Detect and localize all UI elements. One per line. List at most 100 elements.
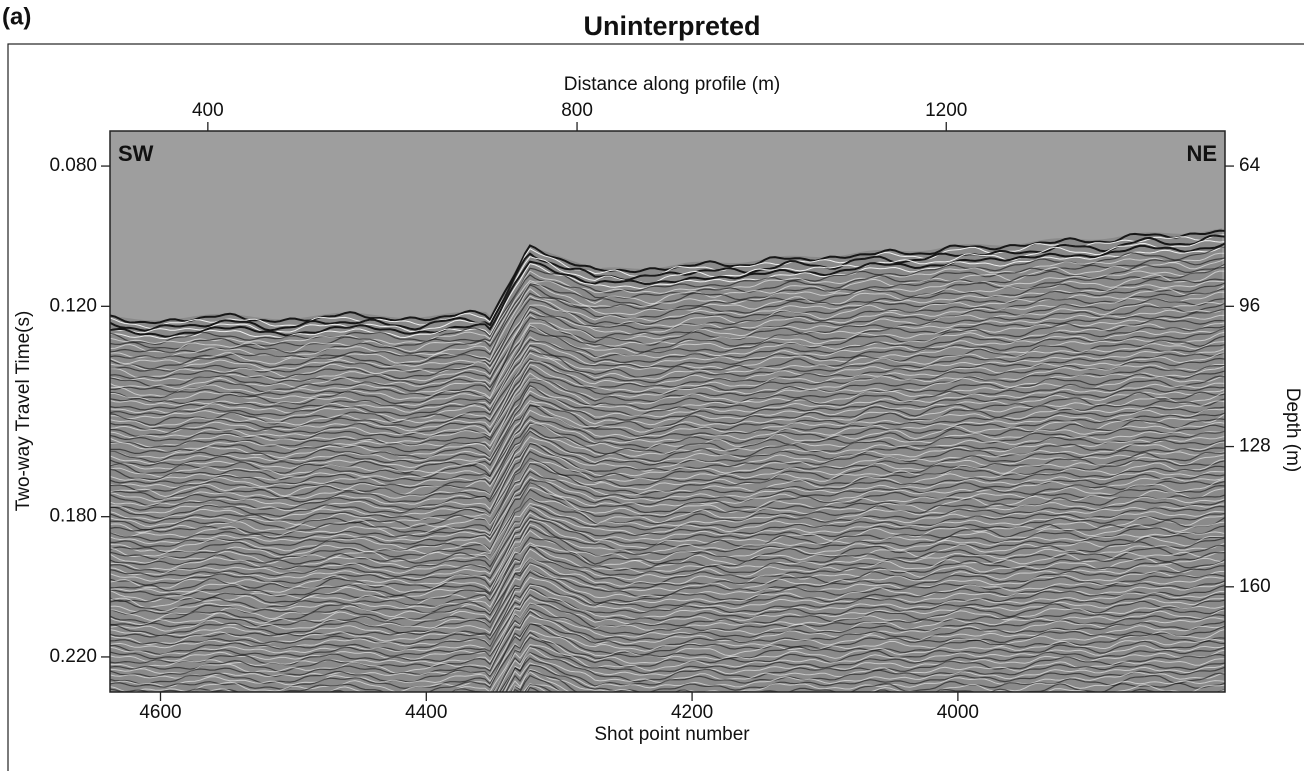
reflector [497, 646, 1225, 692]
reflector [110, 551, 1225, 624]
reflector [110, 421, 1225, 503]
reflector [110, 516, 1225, 592]
reflector [194, 634, 1225, 692]
reflector [110, 408, 1225, 489]
reflector [507, 668, 1225, 692]
reflector [110, 499, 1225, 574]
reflector [110, 430, 1225, 507]
y-tick-label: 0.120 [49, 295, 97, 316]
reflector [110, 454, 1225, 534]
reflector [110, 398, 1225, 481]
reflector [511, 671, 1225, 692]
reflector [110, 480, 1225, 556]
panel-label: (a) [2, 3, 31, 30]
reflector [110, 465, 1225, 542]
x-tick-label: 800 [561, 100, 593, 121]
reflector [110, 610, 1225, 678]
reflector [110, 386, 1225, 467]
reflector [110, 375, 1225, 463]
x2-tick-label: 4000 [937, 702, 979, 723]
reflector [110, 477, 1225, 552]
reflector [110, 284, 1225, 379]
reflector [110, 593, 1225, 660]
reflector [110, 614, 1225, 679]
reflector [110, 559, 1225, 628]
reflector [110, 288, 1225, 380]
reflector [495, 646, 1225, 692]
reflector [110, 580, 1225, 646]
reflector [110, 510, 1225, 582]
reflector [110, 364, 1225, 448]
seismic-section [110, 131, 1225, 692]
reflector [110, 234, 1225, 332]
reflector [503, 662, 1225, 692]
plot-frame [109, 130, 1226, 693]
reflector [110, 571, 1225, 639]
reflector [110, 542, 1225, 613]
y-tick-label: 0.180 [49, 506, 97, 527]
reflector [110, 470, 1225, 545]
reflector [110, 357, 1225, 442]
reflector [110, 439, 1225, 519]
reflector [110, 240, 1225, 334]
reflector [110, 430, 1225, 511]
reflector [110, 322, 1225, 407]
reflector [110, 308, 1225, 397]
y-tick-label: 0.080 [49, 155, 97, 176]
reflector [110, 382, 1225, 465]
y-tick-label: 0.220 [49, 646, 97, 667]
reflector [110, 246, 1225, 346]
reflector [110, 327, 1225, 417]
reflector [110, 561, 1225, 632]
reflector [110, 631, 1225, 692]
reflector [110, 302, 1225, 393]
reflector [110, 556, 1225, 626]
reflector [110, 576, 1225, 646]
chart-title: Uninterpreted [583, 11, 760, 41]
x2-tick-label: 4400 [405, 702, 447, 723]
reflector [110, 341, 1225, 428]
x-axis-label: Distance along profile (m) [564, 74, 780, 95]
reflector [110, 258, 1225, 354]
reflector [505, 664, 1225, 692]
reflector [110, 588, 1225, 656]
reflector [110, 352, 1225, 439]
reflector [110, 484, 1225, 560]
reflector [110, 257, 1225, 350]
y-axis-label: Two-way Travel Time(s) [13, 311, 34, 512]
reflector [110, 400, 1225, 482]
reflector [110, 529, 1225, 603]
y2-tick-label: 96 [1239, 295, 1260, 316]
reflector [110, 447, 1225, 524]
reflector [110, 280, 1225, 371]
reflector [110, 496, 1225, 571]
reflector [110, 521, 1225, 594]
reflector [110, 505, 1225, 578]
reflector [110, 525, 1225, 598]
y2-tick-label: 128 [1239, 436, 1271, 457]
reflector [501, 657, 1225, 692]
x-tick-label: 1200 [925, 100, 967, 121]
reflector [110, 424, 1225, 507]
reflector [110, 609, 1225, 675]
reflector [110, 370, 1225, 455]
reflector [110, 534, 1225, 604]
reflector [110, 413, 1225, 498]
reflector [110, 335, 1225, 426]
y2-tick-label: 160 [1239, 576, 1271, 597]
reflector [110, 623, 1225, 690]
reflector [110, 264, 1225, 359]
annotation: NE [1186, 141, 1217, 166]
y2-axis-label: Depth (m) [1282, 388, 1303, 472]
reflector [110, 252, 1225, 345]
reflector [110, 263, 1225, 355]
reflector [110, 435, 1225, 514]
reflector [110, 451, 1225, 531]
reflector [110, 406, 1225, 485]
reflector [110, 412, 1225, 492]
reflector [110, 596, 1225, 662]
y2-tick-label: 64 [1239, 155, 1261, 176]
figure-frame [7, 43, 1304, 771]
x2-tick-label: 4600 [139, 702, 181, 723]
